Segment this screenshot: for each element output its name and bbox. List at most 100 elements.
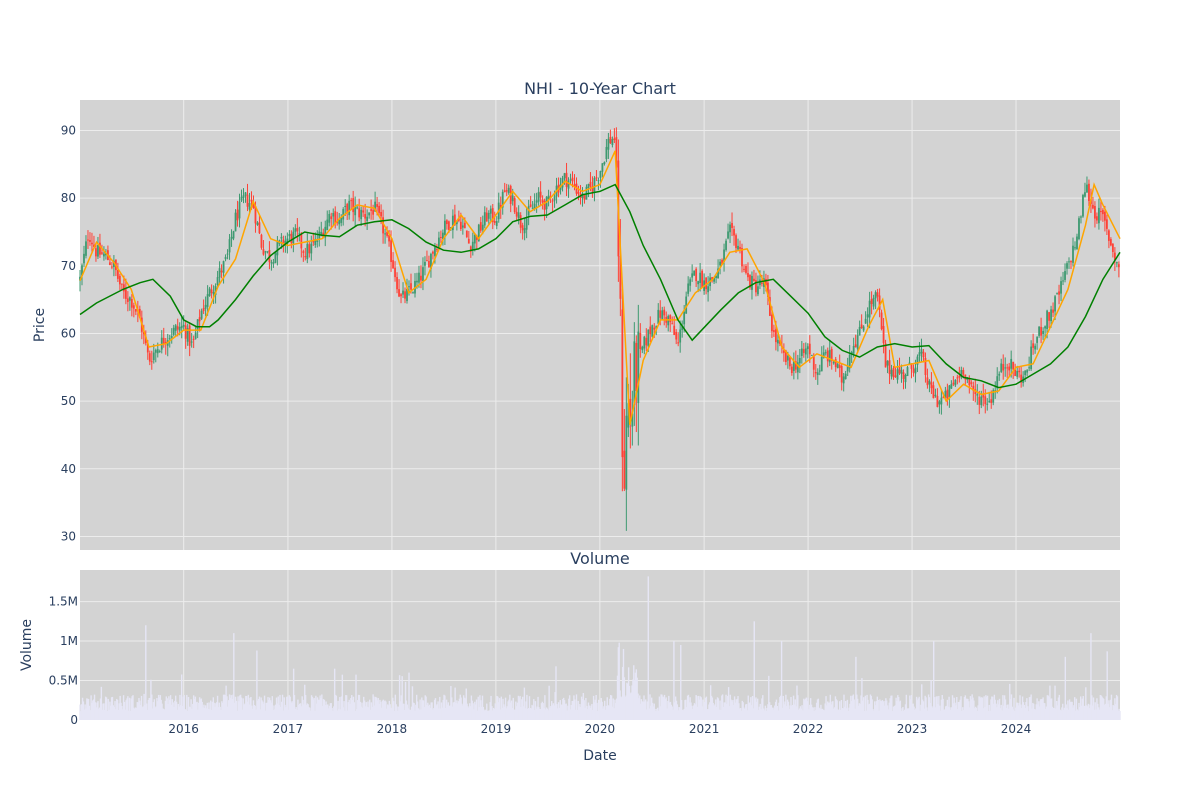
candle-body	[866, 314, 869, 318]
candle-body	[426, 260, 428, 262]
candle-body	[922, 351, 925, 358]
candle-body	[424, 261, 426, 266]
candle-body	[218, 268, 221, 278]
candle-body	[398, 289, 400, 297]
candle-body	[440, 236, 442, 238]
candle-body	[260, 234, 263, 248]
volume-y-axis-title: Volume	[19, 619, 35, 671]
candle-body	[677, 342, 680, 344]
candle-body	[932, 385, 935, 399]
candle-body	[1102, 209, 1104, 215]
candle-body	[481, 224, 484, 230]
candle-body	[1098, 207, 1100, 224]
candle-body	[521, 225, 524, 231]
candle-body	[771, 314, 773, 332]
candle-body	[212, 292, 215, 295]
candle-body	[1052, 309, 1054, 313]
candle-body	[282, 239, 285, 246]
price-y-axis-title: Price	[32, 308, 48, 342]
candle-body	[412, 292, 414, 294]
candle-body	[525, 218, 528, 230]
candle-body	[926, 377, 929, 386]
candle-body	[767, 282, 769, 297]
candle-body	[390, 240, 392, 262]
candle-body	[198, 317, 201, 322]
candle-body	[936, 396, 939, 407]
candle-body	[978, 396, 981, 405]
candle-body	[202, 308, 205, 312]
candle-body	[739, 246, 741, 249]
candle-body	[651, 325, 654, 337]
candle-body	[1014, 369, 1017, 376]
candle-body	[422, 267, 424, 281]
candle-body	[368, 212, 371, 216]
candle-body	[204, 304, 207, 309]
candle-body	[769, 297, 771, 316]
candle-body	[751, 275, 753, 290]
candle-body	[99, 242, 101, 255]
candle-body	[447, 221, 450, 230]
candle-body	[501, 191, 504, 208]
x-tick-label: 2023	[897, 722, 928, 736]
candle-body	[601, 163, 604, 172]
candle-body	[894, 375, 897, 377]
candle-body	[1058, 291, 1060, 295]
candle-body	[731, 223, 733, 228]
price-candles	[79, 127, 1120, 531]
candle-body	[160, 337, 163, 350]
candle-body	[172, 327, 175, 335]
candle-body	[940, 397, 943, 405]
candle-body	[374, 201, 377, 212]
candle-body	[232, 231, 235, 239]
candle-body	[489, 208, 492, 214]
candle-body	[798, 357, 801, 364]
candle-body	[154, 350, 157, 353]
candle-body	[1010, 358, 1013, 369]
candle-body	[362, 210, 365, 213]
candle-body	[930, 382, 933, 389]
candle-body	[1044, 326, 1046, 329]
candle-body	[467, 238, 470, 244]
candle-body	[1080, 216, 1082, 218]
candle-body	[828, 350, 831, 363]
candle-body	[296, 227, 299, 232]
candle-body	[942, 396, 945, 398]
candle-body	[272, 262, 275, 264]
candle-body	[886, 360, 889, 366]
x-tick-label: 2017	[273, 722, 304, 736]
candle-body	[364, 214, 367, 219]
candle-body	[1024, 370, 1027, 376]
candle-body	[956, 377, 959, 379]
candle-body	[190, 341, 193, 343]
candle-body	[996, 376, 999, 389]
candle-body	[156, 349, 159, 354]
candle-body	[755, 280, 757, 293]
candle-body	[394, 267, 396, 278]
price-y-tick-label: 90	[61, 123, 76, 137]
candle-body	[593, 178, 596, 193]
candle-body	[280, 236, 283, 239]
price-chart-title: NHI - 10-Year Chart	[524, 79, 676, 98]
candle-body	[659, 310, 662, 318]
candle-body	[314, 238, 317, 246]
candle-body	[1006, 367, 1009, 369]
candle-body	[1000, 363, 1003, 372]
candle-body	[388, 234, 390, 242]
candle-body	[786, 355, 789, 361]
candle-body	[737, 245, 739, 250]
candle-body	[818, 370, 821, 372]
candle-body	[97, 245, 99, 257]
candle-body	[186, 328, 189, 342]
candle-body	[567, 180, 570, 189]
candle-body	[561, 178, 564, 188]
candle-body	[264, 251, 267, 253]
candle-body	[1060, 281, 1062, 294]
candle-body	[469, 246, 472, 252]
x-tick-label: 2021	[689, 722, 720, 736]
candle-body	[358, 208, 361, 218]
candle-body	[254, 205, 257, 224]
candle-body	[206, 294, 209, 307]
candle-body	[1117, 264, 1120, 268]
candle-body	[647, 329, 650, 347]
candle-body	[308, 244, 311, 254]
